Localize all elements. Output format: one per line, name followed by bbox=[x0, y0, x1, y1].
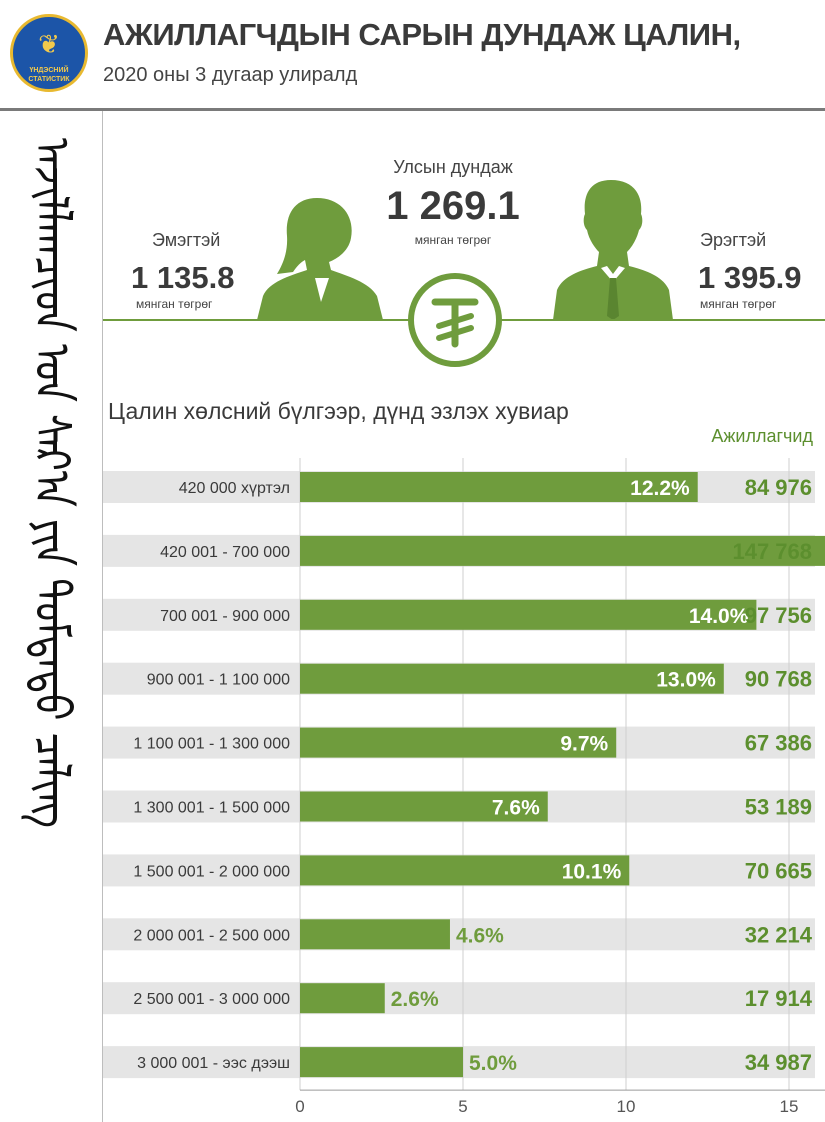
national-average-unit: мянган төгрөг bbox=[414, 233, 492, 247]
logo-text-line-2: СТАТИСТИК bbox=[28, 76, 70, 83]
category-label: 1 300 001 - 1 500 000 bbox=[133, 800, 290, 817]
bar-value-label: 7.6% bbox=[492, 797, 540, 820]
bar bbox=[300, 599, 757, 630]
soyombo-icon: ❦ bbox=[38, 29, 60, 59]
bar bbox=[300, 663, 724, 694]
category-label: 3 000 001 - ээс дээш bbox=[137, 1055, 290, 1072]
bar bbox=[300, 727, 617, 758]
row-band bbox=[103, 982, 815, 1015]
x-tick-label: 15 bbox=[780, 1097, 799, 1116]
bar bbox=[300, 919, 450, 950]
male-value: 1 395.9 bbox=[698, 260, 802, 295]
page-title: АЖИЛЛАГЧДЫН САРЫН ДУНДАЖ ЦАЛИН, bbox=[103, 17, 741, 52]
female-unit: мянган төгрөг bbox=[136, 297, 213, 311]
bar bbox=[300, 855, 630, 886]
bar bbox=[300, 1047, 463, 1078]
worker-count: 32 214 bbox=[745, 922, 813, 947]
x-tick-label: 0 bbox=[295, 1097, 304, 1116]
bar-value-label: 4.6% bbox=[456, 924, 504, 947]
category-label: 900 001 - 1 100 000 bbox=[147, 672, 290, 689]
bar-value-label: 2.6% bbox=[391, 988, 439, 1011]
header-divider bbox=[0, 108, 825, 111]
bar-value-label: 10.1% bbox=[562, 860, 622, 883]
bar-value-label: 13.0% bbox=[656, 669, 716, 692]
national-average-value: 1 269.1 bbox=[386, 184, 520, 228]
category-label: 420 001 - 700 000 bbox=[160, 544, 290, 561]
male-unit: мянган төгрөг bbox=[700, 297, 777, 311]
worker-count: 17 914 bbox=[745, 986, 813, 1011]
bar-value-label: 14.0% bbox=[689, 605, 749, 628]
worker-count: 34 987 bbox=[745, 1050, 812, 1075]
category-label: 1 500 001 - 2 000 000 bbox=[133, 863, 290, 880]
bar-value-label: 5.0% bbox=[469, 1052, 517, 1075]
bar-value-label: 12.2% bbox=[630, 477, 690, 500]
worker-count: 67 386 bbox=[745, 731, 812, 756]
left-divider bbox=[102, 111, 103, 1122]
male-figure-icon bbox=[553, 180, 673, 320]
x-tick-label: 10 bbox=[617, 1097, 636, 1116]
logo-text-line-1: ҮНДЭСНИЙ bbox=[29, 67, 69, 74]
female-label: Эмэгтэй bbox=[152, 230, 221, 250]
worker-count: 70 665 bbox=[745, 858, 812, 883]
mongolian-script-text: ᠠᠵᠢᠯᠯᠠᠭᠴᠢᠳ ᠤᠨ ᠰᠠᠷ᠎ᠠ ᠶᠢᠨ ᠳᠤᠮᠳᠠᠳᠤ ᠴᠠᠯᠢᠩ bbox=[21, 138, 81, 828]
mongolian-script-title: ᠠᠵᠢᠯᠯᠠᠭᠴᠢᠳ ᠤᠨ ᠰᠠᠷ᠎ᠠ ᠶᠢᠨ ᠳᠤᠮᠳᠠᠳᠤ ᠴᠠᠯᠢᠩ bbox=[21, 138, 81, 828]
category-label: 1 100 001 - 1 300 000 bbox=[133, 736, 290, 753]
chart-title: Цалин хөлсний бүлгээр, дүнд эзлэх хувиар bbox=[108, 398, 569, 424]
bar bbox=[300, 472, 698, 502]
female-value: 1 135.8 bbox=[131, 260, 235, 295]
worker-count: 53 189 bbox=[745, 795, 812, 820]
worker-count: 147 768 bbox=[732, 539, 812, 564]
tugrik-icon bbox=[408, 273, 502, 367]
bar bbox=[300, 791, 548, 822]
bar-value-label: 9.7% bbox=[560, 733, 608, 756]
bar bbox=[300, 983, 385, 1014]
worker-count: 90 768 bbox=[745, 667, 812, 692]
page-subtitle: 2020 оны 3 дугаар улиралд bbox=[103, 64, 358, 86]
national-average-label: Улсын дундаж bbox=[393, 157, 513, 177]
worker-count: 84 976 bbox=[745, 475, 812, 500]
category-label: 2 500 001 - 3 000 000 bbox=[133, 991, 290, 1008]
category-label: 700 001 - 900 000 bbox=[160, 608, 290, 625]
male-label: Эрэгтэй bbox=[700, 230, 767, 250]
statistics-logo: ❦ ҮНДЭСНИЙ СТАТИСТИК bbox=[10, 14, 88, 92]
workers-column-header: Ажиллагчид bbox=[711, 426, 813, 446]
worker-count: 97 756 bbox=[745, 603, 812, 628]
category-label: 420 000 хүртэл bbox=[179, 480, 290, 497]
x-tick-label: 5 bbox=[458, 1097, 467, 1116]
category-label: 2 000 001 - 2 500 000 bbox=[133, 927, 290, 944]
bar bbox=[300, 535, 825, 566]
female-figure-icon bbox=[257, 198, 383, 320]
row-band bbox=[103, 918, 815, 951]
